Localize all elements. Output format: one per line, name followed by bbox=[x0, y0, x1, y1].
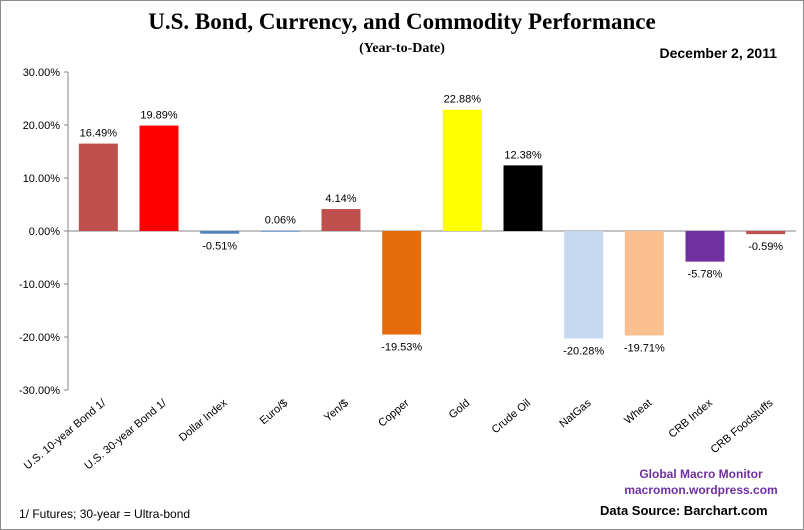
bar-crb-foodstuffs bbox=[746, 231, 786, 235]
data-label: 19.89% bbox=[140, 110, 178, 122]
data-label: 0.06% bbox=[265, 215, 296, 227]
data-label: 12.38% bbox=[504, 149, 542, 161]
credit-blog-url: macromon.wordpress.com bbox=[624, 483, 778, 497]
y-tick-label: 20.00% bbox=[23, 120, 61, 132]
data-label: 22.88% bbox=[444, 94, 482, 106]
category-label: Gold bbox=[447, 397, 473, 421]
category-label: Copper bbox=[376, 397, 412, 430]
data-label: -0.59% bbox=[748, 241, 783, 253]
y-tick-label: 30.00% bbox=[23, 67, 61, 79]
chart-title: U.S. Bond, Currency, and Commodity Perfo… bbox=[148, 9, 656, 34]
category-label: CRB Foodstuffs bbox=[709, 397, 776, 456]
category-label: Dollar Index bbox=[177, 397, 230, 444]
data-label: -20.28% bbox=[563, 345, 604, 357]
category-label: Euro/$ bbox=[258, 397, 291, 427]
data-label: 4.14% bbox=[325, 193, 356, 205]
bar-dollar-index bbox=[200, 231, 240, 234]
y-tick-label: -30.00% bbox=[19, 385, 60, 397]
chart-date: December 2, 2011 bbox=[659, 45, 777, 61]
y-tick-label: 10.00% bbox=[23, 173, 61, 185]
bar-copper bbox=[382, 231, 422, 335]
bar-gold bbox=[442, 109, 482, 231]
bar-yen bbox=[321, 209, 361, 231]
bar-crb-index bbox=[685, 231, 725, 262]
category-label: Wheat bbox=[622, 397, 654, 427]
chart-subtitle: (Year-to-Date) bbox=[359, 41, 445, 56]
category-label: Crude Oil bbox=[490, 397, 533, 436]
category-label: Yen/$ bbox=[322, 397, 351, 424]
data-label: -0.51% bbox=[202, 241, 237, 253]
data-label: -19.71% bbox=[624, 342, 665, 354]
credit-blog-name: Global Macro Monitor bbox=[639, 467, 763, 481]
data-label: -19.53% bbox=[381, 342, 422, 354]
bar-wheat bbox=[624, 231, 664, 336]
y-tick-label: -20.00% bbox=[19, 332, 60, 344]
bar-euro bbox=[260, 230, 300, 232]
bar-u-s-10-year-bond-1 bbox=[78, 143, 118, 231]
category-label: CRB Index bbox=[666, 397, 715, 441]
data-label: -5.78% bbox=[688, 269, 723, 281]
category-label: NatGas bbox=[557, 397, 594, 430]
bar-crude-oil bbox=[503, 165, 543, 231]
bar-u-s-30-year-bond-1 bbox=[139, 125, 179, 231]
footnote: 1/ Futures; 30-year = Ultra-bond bbox=[19, 507, 191, 521]
bar-natgas bbox=[564, 231, 604, 339]
data-label: 16.49% bbox=[80, 128, 118, 140]
y-tick-label: 0.00% bbox=[29, 226, 60, 238]
y-tick-label: -10.00% bbox=[19, 279, 60, 291]
data-source-note: Data Source: Barchart.com bbox=[600, 503, 768, 518]
